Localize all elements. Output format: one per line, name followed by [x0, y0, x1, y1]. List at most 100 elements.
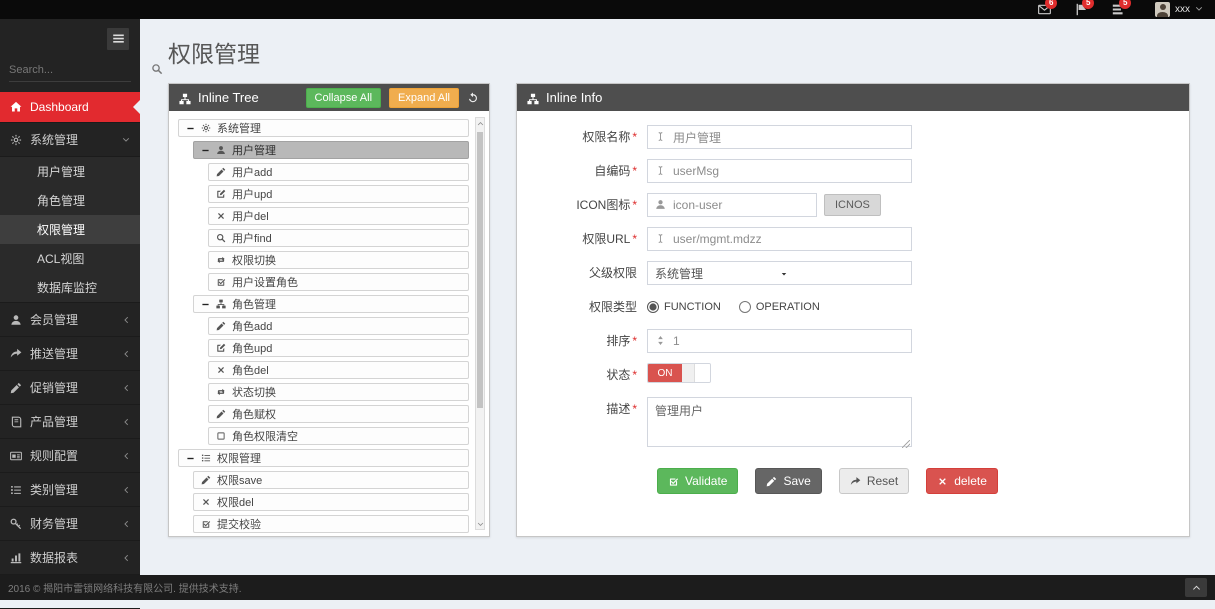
collapse-all-button[interactable]: Collapse All — [306, 88, 381, 108]
sidebar-subitem-ACL视图[interactable]: ACL视图 — [0, 244, 140, 273]
inline-info-panel: Inline Info 权限名称* 自编码* — [516, 83, 1190, 537]
collapse-toggle[interactable] — [201, 146, 210, 155]
key-icon — [10, 518, 22, 530]
resize-grip-icon[interactable] — [902, 440, 910, 448]
sidebar-subitem-数据库监控[interactable]: 数据库监控 — [0, 273, 140, 302]
tree-item-系统管理[interactable]: 系统管理 — [178, 119, 469, 137]
list-icon — [10, 484, 22, 496]
sidebar-subitem-角色管理[interactable]: 角色管理 — [0, 186, 140, 215]
pencil-icon — [216, 321, 226, 331]
scroll-down-icon[interactable] — [476, 519, 484, 529]
collapse-toggle[interactable] — [201, 300, 210, 309]
notification-envelope[interactable]: 6 — [1038, 1, 1051, 19]
chevron-left-icon — [122, 452, 130, 460]
tree-item-状态切换[interactable]: 状态切换 — [208, 383, 469, 401]
status-toggle-handle[interactable] — [682, 364, 695, 382]
pencil-icon — [10, 382, 22, 394]
notification-badge: 5 — [1119, 0, 1131, 9]
sidebar-item-数据报表[interactable]: 数据报表 — [0, 541, 140, 575]
collapse-toggle[interactable] — [186, 124, 195, 133]
inline-info-title: Inline Info — [546, 90, 602, 105]
permission-name-input[interactable] — [673, 130, 904, 144]
i-cursor-icon — [655, 162, 666, 180]
tree-item-权限切换[interactable]: 权限切换 — [208, 251, 469, 269]
collapse-toggle[interactable] — [186, 454, 195, 463]
tree-item-用户find[interactable]: 用户find — [208, 229, 469, 247]
field-label-icon: ICON图标* — [537, 193, 647, 217]
user-menu[interactable]: xxx — [1155, 2, 1203, 17]
validate-button[interactable]: Validate — [657, 468, 738, 494]
search-icon[interactable] — [151, 61, 163, 79]
sidebar-item-产品管理[interactable]: 产品管理 — [0, 405, 140, 439]
description-textarea[interactable]: 管理用户 — [647, 397, 912, 447]
sidebar-item-财务管理[interactable]: 财务管理 — [0, 507, 140, 541]
scroll-up-icon[interactable] — [476, 118, 484, 128]
status-toggle[interactable]: ON — [647, 363, 711, 383]
back-to-top-button[interactable] — [1185, 578, 1207, 597]
caret-down-icon — [780, 266, 905, 280]
user-name: xxx — [1175, 4, 1190, 15]
delete-button[interactable]: delete — [926, 468, 998, 494]
tree-item-提交校验[interactable]: 提交校验 — [193, 515, 469, 533]
radio-operation-input[interactable] — [739, 301, 751, 313]
tree-item-用户设置角色[interactable]: 用户设置角色 — [208, 273, 469, 291]
sidebar-search — [9, 58, 131, 82]
sidebar-item-规则配置[interactable]: 规则配置 — [0, 439, 140, 473]
radio-function[interactable]: FUNCTION — [647, 301, 721, 313]
pencil-icon — [766, 476, 777, 487]
tree-item-角色管理[interactable]: 角色管理 — [193, 295, 469, 313]
tree-scrollbar[interactable] — [475, 117, 485, 530]
radio-function-input[interactable] — [647, 301, 659, 313]
tree-item-角色upd[interactable]: 角色upd — [208, 339, 469, 357]
tree-item-角色del[interactable]: 角色del — [208, 361, 469, 379]
parent-permission-select[interactable]: 系统管理 — [647, 261, 912, 285]
search-input[interactable] — [9, 64, 151, 76]
tree-item-用户add[interactable]: 用户add — [208, 163, 469, 181]
refresh-icon[interactable] — [467, 92, 479, 104]
tree-item-用户del[interactable]: 用户del — [208, 207, 469, 225]
tree-item-用户upd[interactable]: 用户upd — [208, 185, 469, 203]
radio-operation[interactable]: OPERATION — [739, 301, 820, 313]
scrollbar-thumb[interactable] — [477, 132, 483, 408]
order-input[interactable] — [673, 334, 904, 348]
sidebar-item-Dashboard[interactable]: Dashboard — [0, 92, 140, 123]
tree-item-权限save[interactable]: 权限save — [193, 471, 469, 489]
main-content: 权限管理 Inline Tree Collapse All Expand All… — [140, 19, 1215, 575]
permission-url-input[interactable] — [673, 232, 904, 246]
sidebar-item-系统管理[interactable]: 系统管理 — [0, 123, 140, 157]
expand-all-button[interactable]: Expand All — [389, 88, 459, 108]
save-button[interactable]: Save — [755, 468, 821, 494]
minus-icon — [201, 300, 210, 309]
notification-tasks[interactable]: 5 — [1112, 1, 1125, 19]
sidebar-item-推送管理[interactable]: 推送管理 — [0, 337, 140, 371]
tree-item-角色add[interactable]: 角色add — [208, 317, 469, 335]
reset-button[interactable]: Reset — [839, 468, 909, 494]
form-buttons: Validate Save Reset delete — [657, 468, 1169, 494]
chevron-left-icon — [122, 486, 130, 494]
reply-icon — [850, 476, 861, 487]
sidebar-item-类别管理[interactable]: 类别管理 — [0, 473, 140, 507]
sidebar-toggle-button[interactable] — [107, 28, 129, 50]
minus-icon — [186, 124, 195, 133]
tree-item-角色权限清空[interactable]: 角色权限清空 — [208, 427, 469, 445]
sidebar-item-会员管理[interactable]: 会员管理 — [0, 303, 140, 337]
list-icon — [201, 453, 211, 463]
share-icon — [10, 348, 22, 360]
permission-icon-input[interactable] — [673, 198, 828, 212]
notification-flag[interactable]: 5 — [1075, 1, 1088, 19]
pencil-square-icon — [216, 343, 226, 353]
tree-item-角色赋权[interactable]: 角色赋权 — [208, 405, 469, 423]
tree-item-权限管理[interactable]: 权限管理 — [178, 449, 469, 467]
sidebar-subitem-权限管理[interactable]: 权限管理 — [0, 215, 140, 244]
tree-item-权限del[interactable]: 权限del — [193, 493, 469, 511]
user-avatar — [1155, 2, 1170, 17]
sidebar-subitem-用户管理[interactable]: 用户管理 — [0, 157, 140, 186]
x-icon — [216, 211, 226, 221]
permission-code-input[interactable] — [673, 164, 904, 178]
sidebar-item-促销管理[interactable]: 促销管理 — [0, 371, 140, 405]
i-cursor-icon — [655, 128, 666, 146]
x-icon — [201, 497, 211, 507]
icnos-button[interactable]: ICNOS — [824, 194, 881, 216]
tree-item-用户管理[interactable]: 用户管理 — [193, 141, 469, 159]
field-label-name: 权限名称* — [537, 125, 647, 149]
